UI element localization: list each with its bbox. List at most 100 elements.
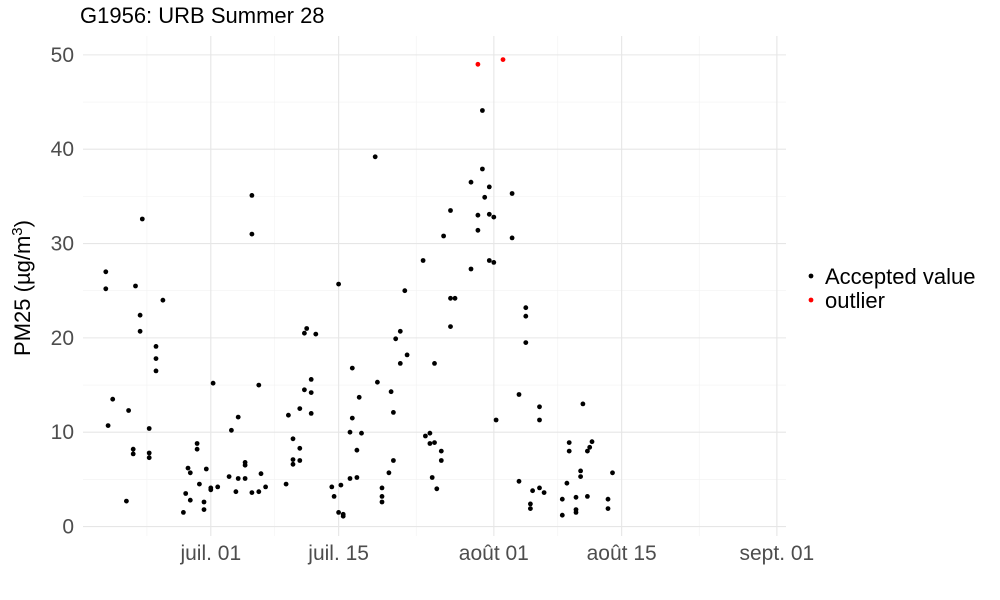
- accepted-point: [249, 231, 255, 237]
- accepted-point: [146, 450, 152, 456]
- accepted-point: [290, 436, 296, 442]
- accepted-point: [486, 184, 492, 190]
- accepted-point: [397, 361, 403, 366]
- x-tick-label: juil. 01: [179, 542, 241, 565]
- accepted-point: [379, 485, 385, 491]
- accepted-point: [226, 474, 232, 479]
- y-tick-label: 20: [51, 327, 74, 350]
- accepted-point: [393, 336, 399, 342]
- accepted-point: [331, 494, 337, 499]
- accepted-point: [249, 193, 255, 198]
- accepted-point: [338, 482, 344, 488]
- accepted-point: [523, 313, 529, 319]
- accepted-point: [468, 179, 474, 185]
- accepted-point: [304, 326, 310, 331]
- accepted-point: [139, 216, 145, 222]
- accepted-point: [183, 491, 189, 496]
- accepted-point: [349, 415, 355, 421]
- accepted-point: [133, 283, 138, 289]
- x-axis-ticks: juil. 01 juil. 15 août 01 août 15 sept. 01: [179, 542, 814, 565]
- accepted-point: [379, 499, 385, 505]
- accepted-point: [404, 352, 410, 358]
- outlier-point: [500, 57, 506, 62]
- accepted-point: [249, 490, 255, 495]
- accepted-point: [573, 494, 579, 500]
- accepted-point: [194, 446, 200, 452]
- accepted-point: [564, 480, 570, 486]
- accepted-point: [578, 468, 583, 474]
- y-tick-label: 40: [51, 138, 74, 161]
- accepted-point: [194, 441, 200, 446]
- accepted-point: [130, 451, 136, 457]
- x-tick-label: août 01: [459, 542, 529, 565]
- accepted-point: [242, 476, 248, 481]
- accepted-point: [491, 260, 497, 265]
- accepted-point: [263, 484, 268, 490]
- accepted-point: [347, 429, 353, 435]
- accepted-point: [468, 266, 474, 272]
- x-tick-label: sept. 01: [740, 542, 815, 565]
- accepted-point: [523, 305, 529, 311]
- accepted-point: [146, 455, 152, 461]
- accepted-point: [388, 389, 394, 395]
- accepted-point: [605, 506, 611, 511]
- accepted-point: [448, 295, 453, 301]
- accepted-point: [286, 412, 291, 418]
- accepted-point: [137, 312, 143, 318]
- y-tick-label: 30: [51, 233, 74, 256]
- accepted-point: [308, 411, 314, 416]
- legend-key: [808, 273, 814, 279]
- accepted-point: [530, 488, 535, 494]
- x-tick-label: juil. 15: [307, 542, 369, 565]
- accepted-point: [391, 458, 396, 463]
- accepted-point: [235, 476, 241, 481]
- accepted-point: [349, 365, 355, 371]
- outlier-point: [475, 61, 481, 67]
- accepted-point: [438, 458, 444, 463]
- accepted-point: [242, 462, 248, 468]
- accepted-point: [187, 470, 193, 476]
- accepted-point: [308, 377, 314, 382]
- accepted-point: [509, 191, 515, 196]
- accepted-point: [423, 433, 428, 439]
- data-points: [103, 57, 615, 519]
- accepted-point: [375, 379, 380, 385]
- accepted-point: [610, 470, 615, 476]
- accepted-point: [448, 324, 453, 329]
- accepted-point: [420, 258, 426, 263]
- accepted-point: [493, 417, 499, 423]
- accepted-point: [229, 427, 234, 433]
- accepted-point: [110, 396, 116, 402]
- accepted-point: [126, 408, 131, 413]
- accepted-point: [580, 401, 586, 407]
- accepted-point: [203, 466, 209, 472]
- accepted-point: [427, 441, 433, 446]
- accepted-point: [491, 214, 497, 220]
- accepted-point: [397, 328, 403, 334]
- accepted-point: [153, 356, 159, 361]
- legend-key: [808, 297, 814, 303]
- accepted-point: [566, 440, 572, 445]
- accepted-point: [210, 380, 216, 386]
- accepted-point: [480, 166, 485, 172]
- accepted-point: [541, 490, 547, 495]
- accepted-point: [566, 448, 572, 454]
- accepted-point: [354, 447, 360, 453]
- accepted-point: [187, 497, 193, 503]
- y-axis-label: PM25 (µg/m3): [9, 220, 36, 356]
- accepted-point: [302, 330, 307, 336]
- accepted-point: [559, 496, 565, 502]
- accepted-point: [379, 494, 385, 499]
- accepted-point: [438, 448, 444, 454]
- accepted-point: [605, 496, 611, 502]
- accepted-point: [256, 382, 262, 388]
- accepted-point: [103, 269, 109, 275]
- accepted-point: [427, 430, 433, 436]
- legend-label: Accepted value: [825, 264, 975, 289]
- accepted-point: [283, 481, 289, 487]
- accepted-point: [336, 510, 341, 515]
- accepted-point: [578, 474, 583, 479]
- accepted-point: [153, 344, 159, 349]
